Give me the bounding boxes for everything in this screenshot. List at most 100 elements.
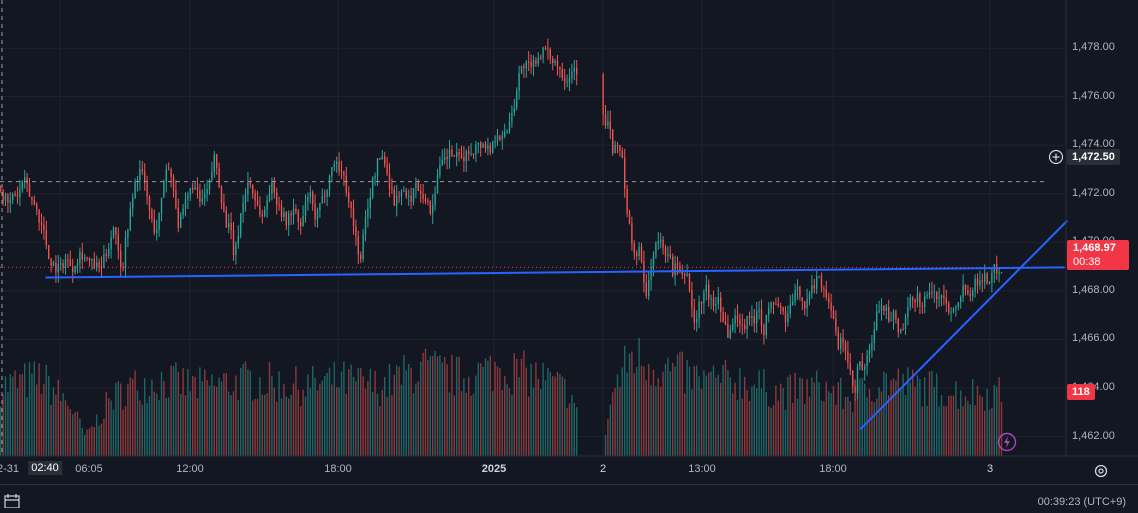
candle [799, 286, 801, 298]
candle [21, 180, 23, 189]
candle [758, 309, 760, 312]
candle [484, 143, 487, 149]
volume-bar [794, 372, 796, 456]
volume-bar [372, 391, 374, 456]
candle [811, 285, 813, 294]
candle [636, 253, 638, 256]
volume-bar [187, 368, 189, 456]
candle [26, 177, 28, 184]
volume-bar [904, 395, 907, 456]
volume-bar [451, 354, 453, 456]
candle [710, 298, 712, 300]
candle [633, 243, 635, 254]
candle [132, 198, 134, 209]
volume-bar [175, 362, 177, 456]
volume-bar [688, 366, 691, 456]
candle [945, 298, 947, 304]
volume-bar [763, 368, 765, 456]
volume-bar [796, 398, 799, 456]
volume-bar [746, 390, 748, 456]
volume-bar [919, 378, 921, 456]
candle [494, 141, 496, 143]
volume-bar [854, 398, 856, 456]
settings-icon[interactable] [1093, 463, 1109, 479]
volume-bar [648, 364, 650, 456]
volume-bar [849, 401, 851, 456]
volume-bar [890, 380, 892, 456]
volume-bar [67, 405, 69, 456]
candle [199, 190, 201, 202]
add-alert-icon[interactable] [1048, 149, 1064, 165]
volume-bar [813, 382, 815, 456]
candle [386, 164, 388, 174]
volume-bar [16, 388, 19, 456]
volume-bar [338, 387, 340, 456]
volume-bar [285, 396, 287, 456]
volume-bar [780, 383, 782, 456]
candle [165, 169, 167, 182]
volume-bar [643, 366, 645, 456]
volume-bar [760, 388, 763, 456]
volume-bar [472, 393, 475, 456]
candle [729, 330, 731, 338]
candle [501, 136, 503, 140]
candle [873, 329, 875, 343]
volume-bar [972, 379, 974, 456]
volume-bar [722, 364, 724, 456]
volume-bar [708, 372, 710, 456]
candle [508, 121, 511, 132]
time-tick-label: 2 [599, 463, 607, 475]
candle [943, 295, 945, 299]
candle [86, 257, 88, 259]
volume-bar [64, 400, 67, 456]
volume-bar [895, 380, 897, 456]
volume-bar [950, 395, 952, 456]
lightning-icon[interactable] [997, 432, 1017, 452]
candle [295, 208, 297, 212]
candle [715, 303, 717, 306]
candle [559, 66, 561, 70]
candle [410, 195, 412, 202]
volume-bar [456, 356, 458, 456]
candle [880, 305, 883, 311]
volume-bar [410, 367, 412, 456]
volume-bar [235, 375, 237, 456]
volume-bar [28, 362, 31, 456]
volume-bar [705, 375, 707, 456]
candle [561, 69, 563, 78]
price-chart[interactable] [0, 0, 1138, 484]
candle [427, 200, 429, 202]
calendar-icon[interactable] [4, 494, 20, 509]
candle [321, 195, 323, 204]
volume-bar [516, 358, 518, 456]
candle [938, 297, 940, 300]
candle [616, 144, 619, 146]
volume-bar [412, 393, 415, 456]
volume-bar [240, 367, 242, 456]
candle [160, 197, 163, 214]
volume-bar [484, 358, 487, 456]
volume-bar [266, 393, 268, 456]
candle [991, 273, 993, 283]
candle [369, 196, 371, 209]
candle [216, 154, 218, 168]
candle [698, 302, 700, 319]
candle [422, 193, 424, 199]
volume-bar [417, 381, 419, 456]
timezone-clock[interactable]: 00:39:23 (UTC+9) [1037, 496, 1126, 508]
volume-bar [748, 400, 751, 456]
candle [364, 216, 367, 235]
volume-bar [465, 392, 467, 456]
volume-bar [775, 385, 777, 456]
candle [825, 289, 827, 298]
volume-bar [168, 397, 170, 456]
candle [900, 328, 902, 333]
candle [302, 216, 304, 227]
volume-bar [468, 376, 470, 456]
candle [924, 296, 926, 308]
volume-bar [604, 435, 607, 456]
volume-bar [21, 374, 23, 456]
candle [326, 190, 328, 197]
volume-bar [619, 386, 621, 456]
volume-bar [360, 368, 362, 456]
